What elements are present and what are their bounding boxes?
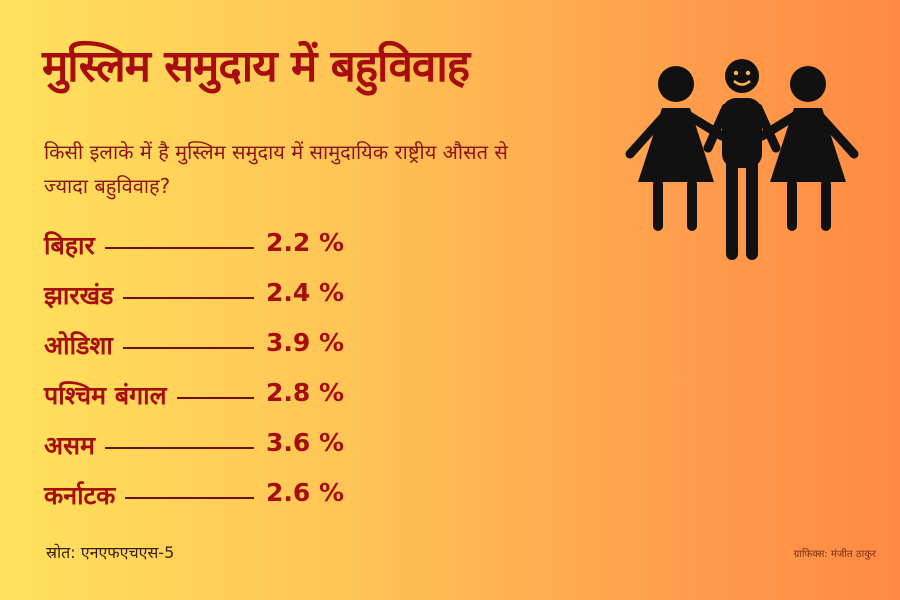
- leader-line: [177, 397, 254, 399]
- leader-line: [125, 497, 254, 499]
- source-note: स्रोत: एनएफएचएस-5: [46, 543, 175, 562]
- state-row: असम 3.6 %: [44, 424, 344, 474]
- family-polygamy-icon: [625, 59, 859, 260]
- state-value: 3.6 %: [266, 428, 345, 457]
- chart-subtitle: किसी इलाके में है मुस्लिम समुदाय में साम…: [44, 140, 508, 198]
- man-center-figure: [703, 59, 781, 260]
- woman-left-figure: [625, 66, 727, 231]
- state-name: असम: [44, 431, 95, 460]
- leader-line: [105, 247, 254, 249]
- state-name: झारखंड: [44, 281, 114, 310]
- state-row: ओडिशा 3.9 %: [44, 324, 344, 374]
- woman-right-figure: [757, 66, 859, 231]
- state-name: कर्नाटक: [44, 481, 116, 510]
- state-row: झारखंड 2.4 %: [44, 274, 344, 324]
- graphics-credit: ग्राफिक्स: मंजीत ठाकुर: [793, 549, 876, 560]
- leader-line: [123, 297, 254, 299]
- state-name: ओडिशा: [44, 331, 113, 360]
- state-value: 2.4 %: [266, 278, 345, 307]
- state-value: 2.2 %: [266, 228, 345, 257]
- state-rows: बिहार 2.2 % झारखंड 2.4 % ओडिशा 3.9 % पश्…: [44, 224, 344, 524]
- state-row: बिहार 2.2 %: [44, 224, 344, 274]
- state-name: पश्चिम बंगाल: [44, 381, 167, 410]
- leader-line: [123, 347, 254, 349]
- chart-title: मुस्लिम समुदाय में बहुविवाह: [42, 41, 470, 92]
- state-name: बिहार: [44, 231, 95, 260]
- state-row: कर्नाटक 2.6 %: [44, 474, 344, 524]
- state-value: 2.6 %: [266, 478, 345, 507]
- state-value: 2.8 %: [266, 378, 345, 407]
- state-row: पश्चिम बंगाल 2.8 %: [44, 374, 344, 424]
- state-value: 3.9 %: [266, 328, 345, 357]
- leader-line: [105, 447, 254, 449]
